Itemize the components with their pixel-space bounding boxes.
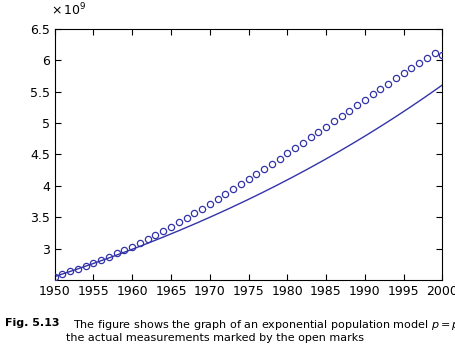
Text: The figure shows the graph of an exponential population model $p = p(t)$ togethe: The figure shows the graph of an exponen… xyxy=(66,318,455,343)
Text: Fig. 5.13: Fig. 5.13 xyxy=(5,318,59,328)
Text: $\times\,10^9$: $\times\,10^9$ xyxy=(51,2,86,19)
